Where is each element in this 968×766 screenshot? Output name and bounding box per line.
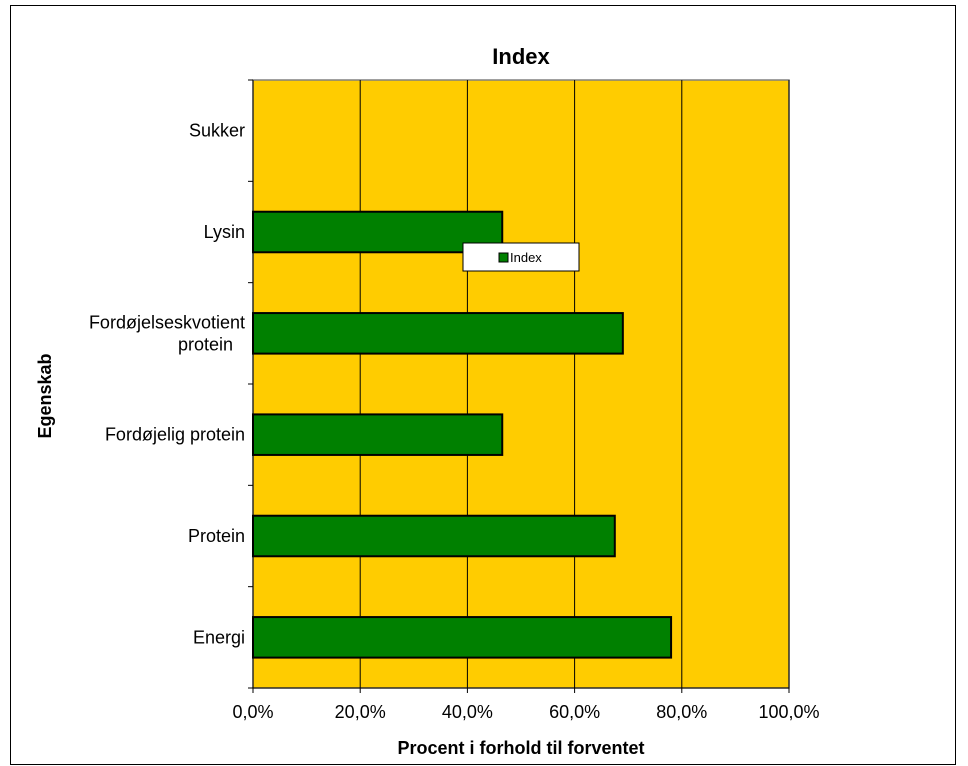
x-tick-label: 60,0% [549, 702, 600, 722]
x-axis-title: Procent i forhold til forventet [397, 738, 644, 758]
legend: Index [462, 242, 580, 272]
bar [252, 514, 616, 558]
y-tick-label: Fordøjelseskvotient protein [89, 312, 245, 354]
y-tick-label: Protein [188, 526, 245, 546]
plot-area [252, 79, 790, 689]
y-tick-label: Fordøjelig protein [105, 425, 245, 445]
bar [252, 210, 504, 254]
bar-chart: Index 0,0% 20,0% 40,0% 60,0% 80,0% 100,0% Ener… [35, 44, 820, 758]
legend-box [462, 242, 580, 272]
y-tick-label: Energi [193, 627, 245, 647]
x-tick-label: 100,0% [758, 702, 819, 722]
x-tick-label: 0,0% [232, 702, 273, 722]
x-tick-label: 80,0% [656, 702, 707, 722]
x-tick-label: 20,0% [335, 702, 386, 722]
bar [252, 616, 673, 659]
chart-title: Index [492, 44, 550, 69]
bar [252, 312, 624, 355]
legend-label: Index [510, 250, 542, 265]
bar [252, 413, 504, 456]
y-axis-title: Egenskab [35, 353, 55, 438]
x-tick-label: 40,0% [442, 702, 493, 722]
y-tick-label: Lysin [204, 222, 245, 242]
chart-frame: Index 0,0% 20,0% 40,0% 60,0% 80,0% 100,0% Ener… [10, 5, 956, 765]
y-tick-label: Sukker [189, 121, 245, 141]
legend-swatch [498, 252, 509, 263]
